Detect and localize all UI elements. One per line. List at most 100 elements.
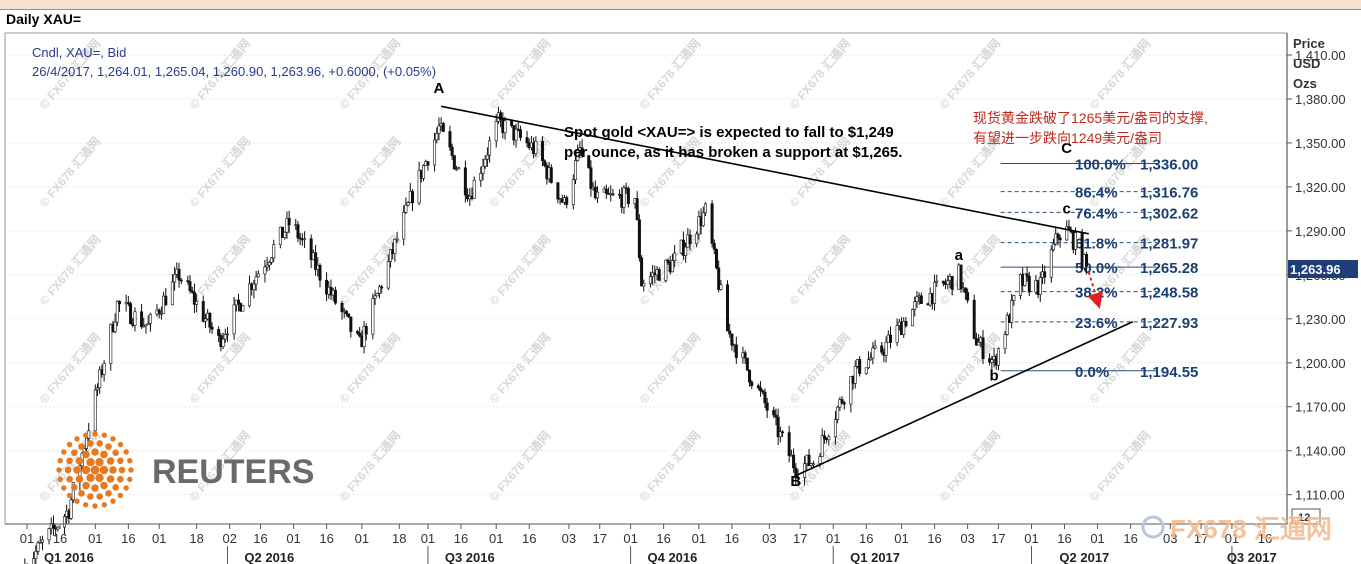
candle-body [763, 391, 767, 404]
candle-body [756, 385, 760, 389]
candle-body [71, 481, 75, 501]
fib-percent: 76.4% [1075, 205, 1118, 222]
candle-body [540, 140, 544, 162]
candle-body [589, 167, 593, 190]
candle-body [373, 295, 377, 299]
candle-body [1010, 300, 1014, 323]
candle-body [380, 286, 384, 289]
candle-body [701, 212, 705, 226]
fib-value: 1,227.93 [1140, 315, 1198, 332]
gridlines [5, 54, 1287, 496]
candle-body [781, 431, 785, 433]
last-price-marker: 1,263.96 [1288, 260, 1358, 279]
candle-body [422, 165, 426, 179]
candle-body [745, 357, 749, 371]
candles[interactable] [24, 106, 1089, 564]
x-tick-label: 01 [623, 531, 637, 546]
candle-body [765, 402, 769, 411]
candle-body [62, 516, 66, 528]
logo-dot [71, 484, 78, 491]
candle-body [664, 259, 668, 281]
wave-label: A [434, 80, 445, 97]
candle-body [657, 269, 661, 281]
candle-body [437, 125, 441, 134]
x-tick-label: 16 [927, 531, 941, 546]
x-tick-label: 16 [121, 531, 135, 546]
candle-body [794, 467, 798, 479]
candle-body [113, 321, 117, 332]
candle-body [411, 191, 415, 204]
logo-dot [91, 484, 99, 492]
candle-body [811, 463, 815, 465]
candle-body [514, 128, 518, 141]
candle-body [974, 338, 978, 346]
candle-body [972, 299, 976, 339]
candle-body [256, 273, 260, 278]
candle-body [93, 389, 97, 432]
x-tick-label: 16 [859, 531, 873, 546]
candle-body [344, 310, 348, 315]
wave-label: c [1063, 200, 1071, 217]
candle-body [144, 324, 148, 327]
candle-body [36, 542, 40, 552]
x-tick-label: 01 [1090, 531, 1104, 546]
quarter-label: Q3 2016 [445, 550, 495, 564]
candle-body [880, 345, 884, 353]
fib-percent: 61.8% [1075, 236, 1118, 253]
logo-dot [82, 481, 90, 490]
candle-body [115, 301, 119, 323]
candle-body [248, 283, 252, 307]
candle-body [56, 526, 60, 530]
logo-dot [57, 457, 63, 464]
quarter-label: Q2 2016 [244, 550, 294, 564]
candle-body [719, 284, 723, 290]
candle-body [884, 341, 888, 356]
candle-body [186, 280, 190, 282]
logo-dot [99, 465, 109, 475]
candle-body [895, 325, 899, 343]
logo-dot [73, 466, 81, 474]
candle-body [98, 369, 102, 389]
candle-body [963, 287, 967, 293]
candle-body [1038, 277, 1042, 295]
logo-dot [86, 458, 95, 467]
y-tick-label: 1,170.00 [1295, 400, 1346, 415]
candle-body [635, 198, 639, 221]
candle-body [298, 237, 302, 240]
candle-body [695, 233, 699, 244]
candle-body [267, 262, 271, 266]
logo-dot [95, 458, 104, 467]
candle-body [159, 313, 163, 315]
logo-dot [78, 443, 85, 450]
logo-dot [101, 432, 108, 438]
candle-body [642, 283, 646, 287]
candle-body [684, 246, 688, 256]
candle-body [340, 302, 344, 313]
candle-body [818, 456, 822, 464]
candle-body [919, 295, 923, 304]
candle-body [195, 301, 199, 305]
fib-percent: 86.4% [1075, 185, 1118, 202]
candle-body [402, 212, 406, 240]
logo-dot [112, 449, 119, 456]
candle-body [96, 387, 100, 391]
x-tick-label: 01 [88, 531, 102, 546]
logo-dot [112, 484, 119, 491]
logo-dot [82, 450, 90, 459]
fib-value: 1,336.00 [1140, 156, 1198, 173]
candle-body [842, 402, 846, 405]
fib-value: 1,281.97 [1140, 236, 1198, 253]
logo-dot [82, 502, 89, 508]
plot-area[interactable] [4, 32, 1288, 525]
candle-body [129, 303, 133, 324]
x-tick-label: 17 [593, 531, 607, 546]
candle-body [285, 217, 289, 233]
candle-body [296, 224, 300, 239]
x-tick-label: 03 [762, 531, 776, 546]
price-axis-title-3: Ozs [1293, 76, 1317, 91]
candle-body [190, 290, 194, 293]
candle-body [164, 295, 168, 306]
candle-body [386, 261, 390, 289]
logo-dot [101, 502, 108, 508]
